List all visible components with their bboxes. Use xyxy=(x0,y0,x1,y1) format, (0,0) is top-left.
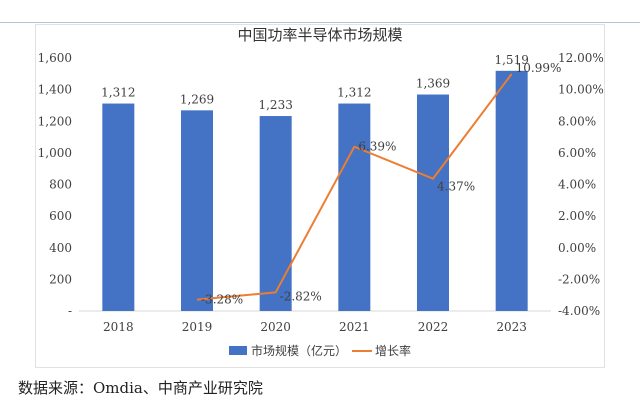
chart-frame xyxy=(35,24,605,368)
x-axis-tick: 2021 xyxy=(339,320,370,334)
bar-data-label: 1,369 xyxy=(416,77,450,91)
x-axis-tick: 2023 xyxy=(496,320,527,334)
right-axis-tick: -4.00% xyxy=(558,304,600,318)
legend-bar-swatch xyxy=(229,346,247,355)
x-axis-tick: 2018 xyxy=(103,320,134,334)
left-axis-tick: 800 xyxy=(49,178,72,192)
chart-title: 中国功率半导体市场规模 xyxy=(237,26,402,44)
right-axis-tick: 2.00% xyxy=(558,209,596,223)
growth-data-label: 10.99% xyxy=(516,61,562,75)
left-axis-tick: - xyxy=(68,304,72,318)
right-axis-tick: 10.00% xyxy=(558,83,604,97)
x-axis-tick: 2020 xyxy=(260,320,291,334)
bar-data-label: 1,312 xyxy=(101,86,135,100)
growth-data-label: 6.39% xyxy=(358,140,396,154)
bar xyxy=(181,110,213,311)
bar-data-label: 1,312 xyxy=(337,86,371,100)
x-axis-tick: 2019 xyxy=(182,320,213,334)
right-axis-tick: -2.00% xyxy=(558,272,600,286)
bar xyxy=(102,103,135,311)
bar xyxy=(259,116,292,311)
right-axis-tick: 8.00% xyxy=(558,114,596,128)
bar xyxy=(338,103,371,311)
growth-data-label: 4.37% xyxy=(437,180,475,194)
bar-data-label: 1,269 xyxy=(180,92,214,106)
left-axis-tick: 400 xyxy=(49,241,72,255)
right-axis-tick: 4.00% xyxy=(558,178,596,192)
left-axis-tick: 1,200 xyxy=(38,114,72,128)
growth-data-label: -2.82% xyxy=(280,289,322,303)
growth-data-label: -3.28% xyxy=(201,293,243,307)
bar xyxy=(417,94,449,311)
right-axis-tick: 0.00% xyxy=(558,241,596,255)
left-axis-tick: 600 xyxy=(49,209,72,223)
left-axis-tick: 1,400 xyxy=(38,83,72,97)
source-note: 数据来源：Omdia、中商产业研究院 xyxy=(18,379,263,397)
right-axis-tick: 6.00% xyxy=(558,146,596,160)
bar-data-label: 1,519 xyxy=(494,53,528,67)
x-axis-tick: 2022 xyxy=(418,320,449,334)
legend-line-label: 增长率 xyxy=(375,343,411,358)
left-axis-tick: 1,000 xyxy=(38,146,72,160)
left-axis-tick: 200 xyxy=(49,272,72,286)
bar-data-label: 1,233 xyxy=(258,98,292,112)
left-axis-tick: 1,600 xyxy=(38,51,72,65)
bar xyxy=(495,70,528,311)
legend-bar-label: 市场规模（亿元） xyxy=(251,343,347,358)
top-divider xyxy=(0,22,640,23)
right-axis-tick: 12.00% xyxy=(558,51,604,65)
